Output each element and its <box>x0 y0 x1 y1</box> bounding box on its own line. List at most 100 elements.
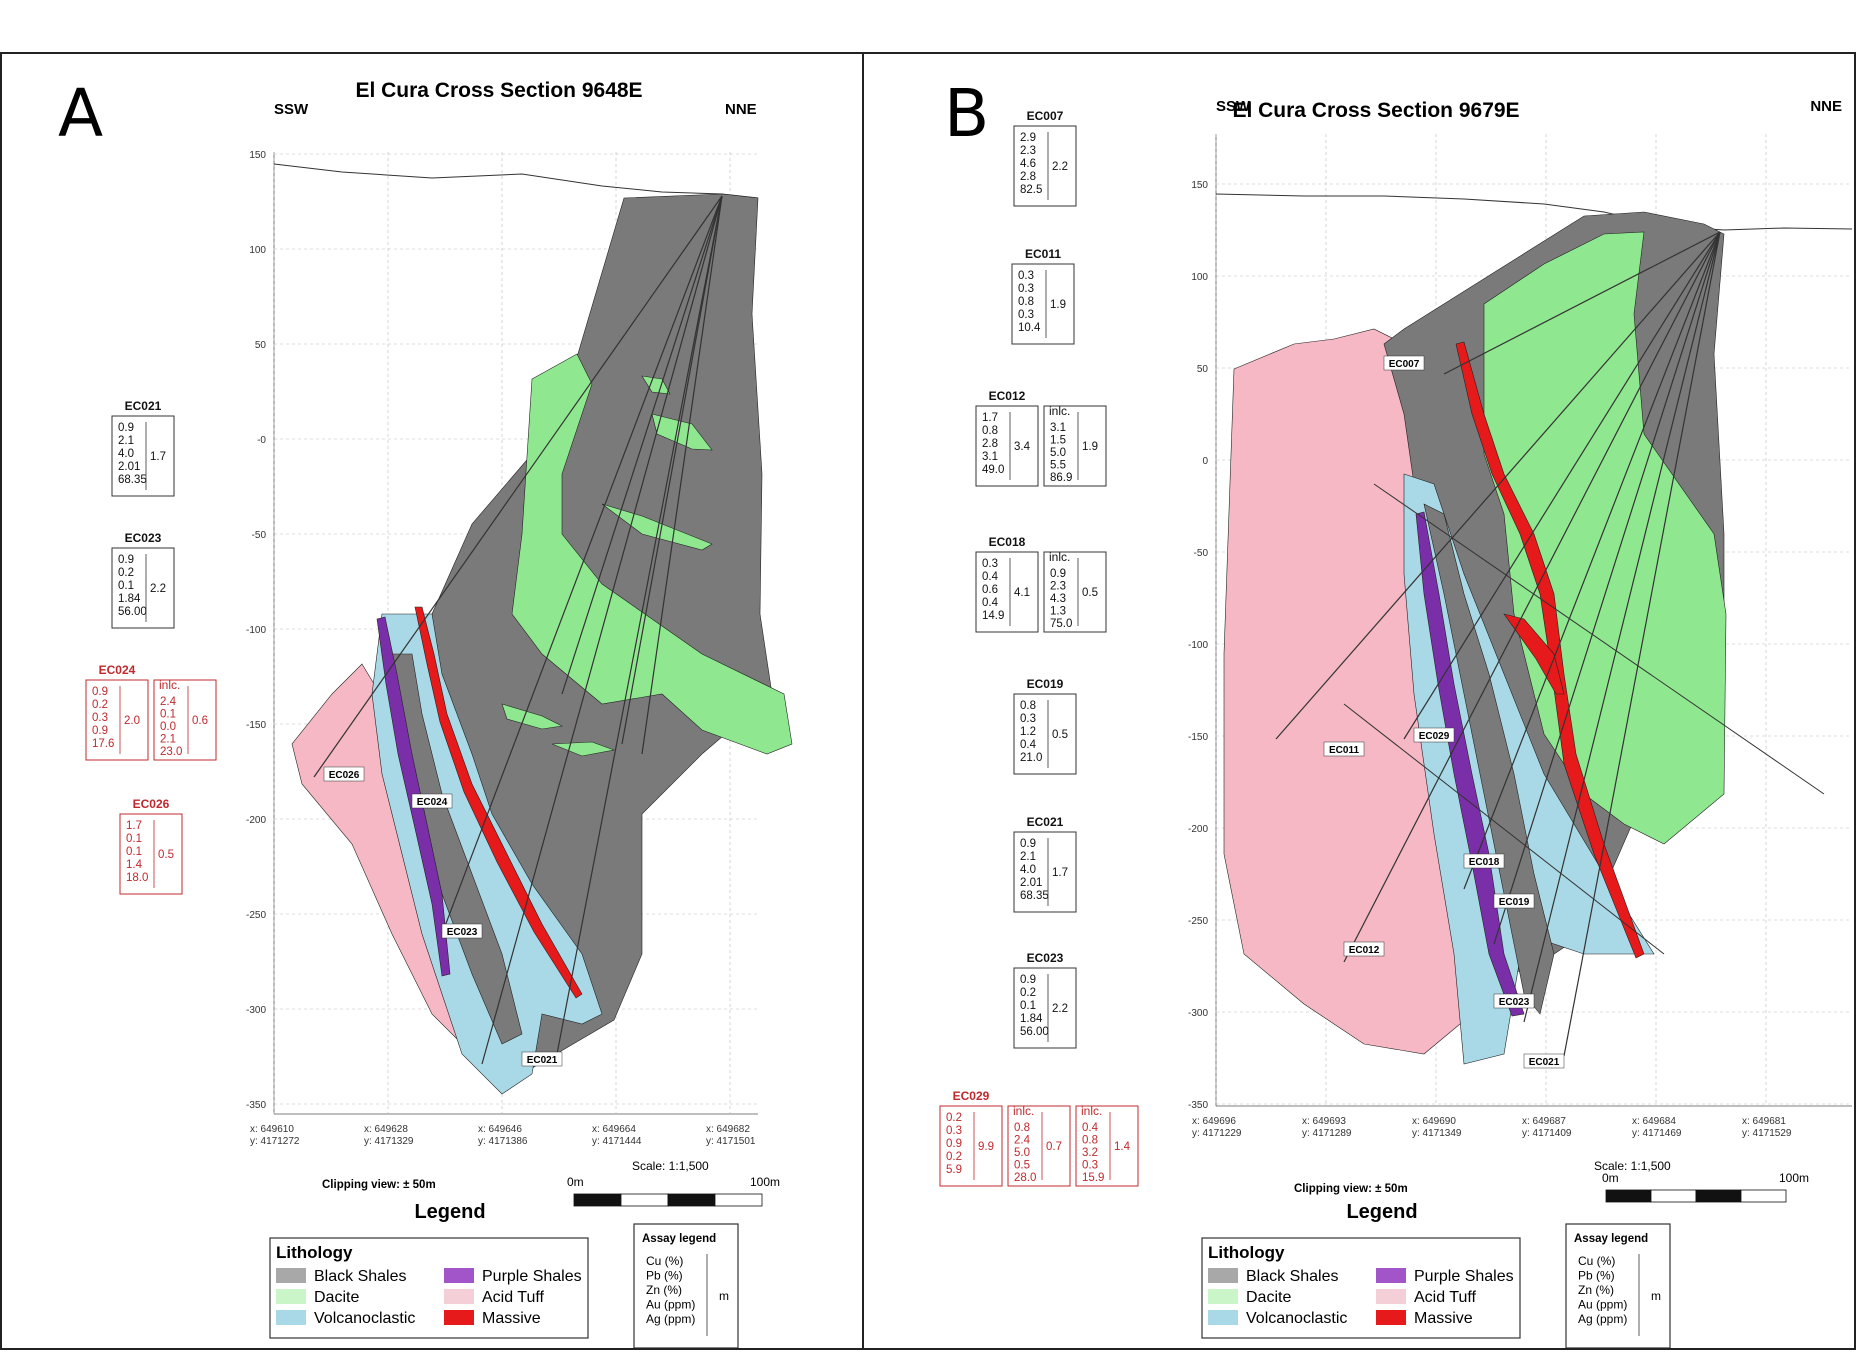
y-coord-label: y: 4171444 <box>592 1136 642 1147</box>
assay-ec012-incl-value: 3.1 <box>1050 422 1066 434</box>
assay-ec026-main-value: 1.7 <box>126 820 142 832</box>
dacite-lens <box>601 503 713 551</box>
a-lithology-box <box>269 1237 589 1339</box>
assay-ec018-main-value: 0.3 <box>982 558 998 570</box>
assay-ec007-main-value: 2.3 <box>1020 145 1036 157</box>
drill-trace <box>561 195 723 695</box>
b-legend-item: Massive <box>1414 1310 1473 1327</box>
assay-ec018-incl-value: 75.0 <box>1050 618 1072 630</box>
assay-ec024-main-value: 0.9 <box>92 686 108 698</box>
a-legend-item: Dacite <box>314 1289 359 1306</box>
assay-ec029-main-value: 0.9 <box>946 1138 962 1150</box>
hole-label: EC012 <box>1349 945 1380 956</box>
hole-label: EC021 <box>527 1055 558 1066</box>
y-tick-label: -350 <box>1188 1100 1208 1111</box>
hole-label-box <box>1493 893 1535 909</box>
assay-ec023-main-value: 1.84 <box>118 593 141 605</box>
assay-ec018-main-avg: 4.1 <box>1014 587 1030 599</box>
assay-ec023-main-box <box>1013 967 1077 1049</box>
assay-ec024-main-value: 0.9 <box>92 725 108 737</box>
a-lithology-title: Lithology <box>276 1243 353 1262</box>
a-assay-legend-title: Assay legend <box>642 1233 716 1245</box>
y-tick-label: -100 <box>246 625 266 636</box>
assay-ec018-incl-avg: 0.5 <box>1082 587 1098 599</box>
b-assay-legend-item: Au (ppm) <box>1578 1298 1627 1312</box>
assay-ec018-main-value: 0.4 <box>982 597 999 609</box>
assay-ec012-incl-value: 1.5 <box>1050 435 1066 447</box>
drill-trace <box>1493 231 1721 945</box>
assay-ec019-main-value: 21.0 <box>1020 752 1042 764</box>
assay-ec018-incl-value: 1.3 <box>1050 606 1066 618</box>
assay-ec019-main-value: 1.2 <box>1020 726 1036 738</box>
assay-ec024-incl-value: 0.1 <box>160 709 176 721</box>
drill-trace <box>1403 231 1721 740</box>
hole-label-box <box>1523 1053 1565 1069</box>
y-coord-label: y: 4171349 <box>1412 1128 1462 1139</box>
assay-ec023-main-value: 0.1 <box>1020 1000 1036 1012</box>
dacite-lens <box>641 375 671 395</box>
assay-ec026-main-avg: 0.5 <box>158 849 174 861</box>
drill-trace <box>1275 231 1721 740</box>
a-assay-legend-item: Zn (%) <box>646 1283 682 1297</box>
drill-trace <box>481 195 723 1065</box>
assay-ec018-main-value: 0.6 <box>982 584 998 596</box>
assay-ec023-main-avg: 2.2 <box>1052 1003 1068 1015</box>
assay-ec007-main-value: 2.8 <box>1020 171 1036 183</box>
assay-ec011-main-avg: 1.9 <box>1050 299 1066 311</box>
assay-ec029-incl2-avg: 1.4 <box>1114 1141 1131 1153</box>
volcanoclastic-unit <box>371 613 603 1095</box>
hole-label: EC007 <box>1389 359 1420 370</box>
assay-ec029-main-box <box>939 1105 1003 1187</box>
assay-ec012-incl-value: 5.0 <box>1050 447 1066 459</box>
a-legend-item: Massive <box>482 1310 541 1327</box>
dacite-lens <box>551 741 616 757</box>
massive-sulphide-unit <box>414 606 583 999</box>
a-assay-legend-item: Ag (ppm) <box>646 1312 695 1326</box>
assay-ec023-main-box <box>111 547 175 629</box>
assay-ec026-main-value: 1.4 <box>126 859 143 871</box>
y-tick-label: 0 <box>1202 456 1208 467</box>
x-coord-label: x: 649696 <box>1192 1116 1236 1127</box>
assay-ec021-title: EC021 <box>1027 815 1064 829</box>
x-coord-label: x: 649687 <box>1522 1116 1566 1127</box>
assay-ec023-main-value: 56.00 <box>1020 1026 1049 1038</box>
y-tick-label: -200 <box>246 815 266 826</box>
assay-ec021-main-box <box>111 415 175 497</box>
assay-ec029-incl2-value: 0.8 <box>1082 1135 1098 1147</box>
assay-ec019-main-value: 0.4 <box>1020 739 1037 751</box>
x-coord-label: x: 649690 <box>1412 1116 1456 1127</box>
assay-ec007-main-value: 4.6 <box>1020 158 1036 170</box>
assay-ec019-main-box <box>1013 693 1077 775</box>
hole-label-box <box>1493 993 1535 1009</box>
assay-ec018-main-value: 0.4 <box>982 571 999 583</box>
assay-ec026-main-value: 0.1 <box>126 846 142 858</box>
a-volcanoclastic-swatch <box>276 1310 306 1325</box>
assay-ec019-main-value: 0.8 <box>1020 700 1036 712</box>
y-tick-label: 100 <box>249 245 266 256</box>
assay-ec024-incl-value: 2.4 <box>160 696 177 708</box>
y-coord-label: y: 4171469 <box>1632 1128 1682 1139</box>
assay-ec029-incl-value: 28.0 <box>1014 1172 1036 1184</box>
assay-ec024-incl-incl-label: inlc. <box>159 678 180 692</box>
assay-ec029-incl-incl-label: inlc. <box>1013 1104 1034 1118</box>
assay-ec024-main-box <box>85 679 149 761</box>
assay-ec029-main-value: 5.9 <box>946 1164 962 1176</box>
scale-bar-segment <box>1605 1189 1652 1203</box>
a-purple-shales-swatch <box>444 1268 474 1283</box>
assay-ec026-main-value: 0.1 <box>126 833 142 845</box>
y-coord-label: y: 4171386 <box>478 1136 528 1147</box>
dacite-unit <box>1483 231 1727 845</box>
clipping-label: Clipping view: ± 50m <box>322 1179 436 1191</box>
scale-bar-start: 0m <box>567 1175 584 1189</box>
direction-right: NNE <box>725 101 757 118</box>
drill-trace <box>1443 231 1721 375</box>
assay-ec012-main-value: 2.8 <box>982 438 998 450</box>
assay-ec023-title: EC023 <box>125 531 162 545</box>
direction-left: SSW <box>1216 98 1251 115</box>
panel-letter: B <box>944 75 989 152</box>
assay-ec007-main-value: 82.5 <box>1020 184 1042 196</box>
assay-ec021-main-box <box>1013 831 1077 913</box>
assay-ec024-incl-value: 0.0 <box>160 721 176 733</box>
hole-label: EC019 <box>1499 897 1530 908</box>
